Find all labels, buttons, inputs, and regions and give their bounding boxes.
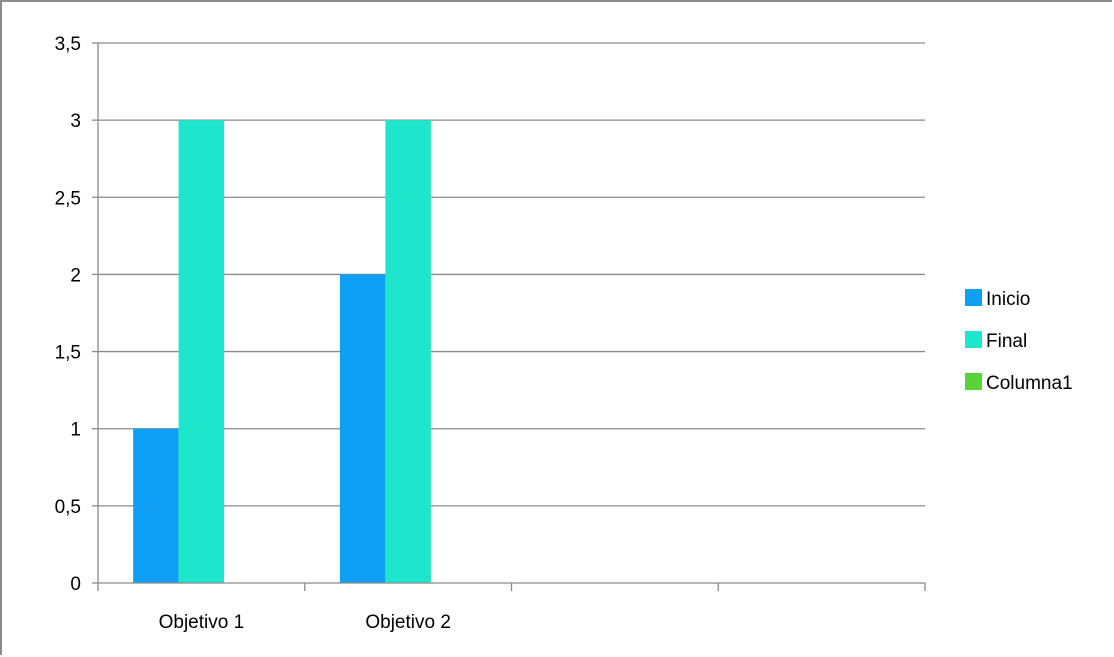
bar-final-1 — [178, 120, 225, 584]
x-category-label: Objetivo 1 — [159, 612, 245, 633]
legend: Inicio Final Columna1 — [965, 289, 1073, 394]
y-tick-label: 2 — [70, 265, 81, 286]
y-tick-label: 3,5 — [55, 34, 81, 55]
legend-swatch — [965, 373, 982, 390]
y-tick-label: 3 — [70, 111, 81, 132]
bars — [133, 120, 431, 584]
y-tick-label: 0 — [70, 574, 81, 595]
legend-label: Columna1 — [986, 373, 1073, 394]
axes: 0 0,5 1 1,5 2 2,5 3 3,5 Objetivo 1 Objetivo 2 — [55, 34, 926, 633]
bar-inicio-2 — [339, 274, 386, 583]
y-tick-label: 1,5 — [55, 343, 81, 364]
y-tick-label: 1 — [70, 420, 81, 441]
bar-inicio-1 — [133, 428, 179, 583]
legend-swatch — [965, 289, 982, 306]
bar-final-2 — [385, 120, 431, 584]
legend-label: Inicio — [986, 289, 1030, 310]
y-tick-label: 2,5 — [55, 188, 81, 209]
legend-swatch — [965, 331, 982, 348]
x-category-label: Objetivo 2 — [365, 612, 451, 633]
y-tick-label: 0,5 — [55, 497, 81, 518]
legend-label: Final — [986, 331, 1027, 352]
gridlines — [98, 42, 925, 507]
